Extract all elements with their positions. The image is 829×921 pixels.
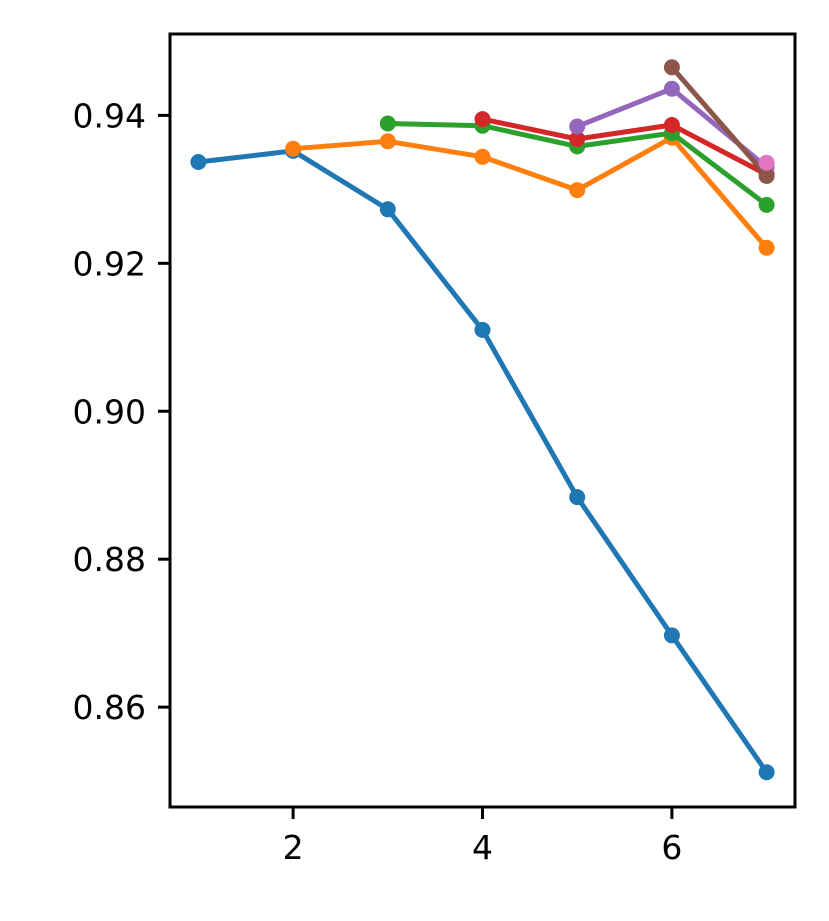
series-6 — [663, 59, 775, 184]
series-4-point — [474, 111, 491, 128]
series-6-point — [663, 59, 680, 76]
series-5-point — [663, 80, 680, 97]
axes: 2 4 6 0.86 0.88 0.90 0.92 0.94 — [73, 96, 683, 867]
series-2-point — [758, 239, 775, 256]
series-7-point — [758, 154, 775, 171]
series-1-point — [190, 154, 207, 170]
y-tick-label: 0.90 — [73, 392, 146, 431]
series-2-point — [285, 140, 302, 157]
series-1-point — [379, 201, 396, 218]
y-tick-label: 0.88 — [73, 540, 146, 579]
series-4-point — [663, 117, 680, 133]
x-tick-label: 2 — [283, 828, 304, 867]
plot-content — [190, 59, 775, 781]
series-1-point — [663, 627, 680, 644]
y-tick-label: 0.94 — [73, 96, 146, 135]
x-tick-label: 4 — [472, 828, 493, 867]
series-1-line — [195, 148, 771, 776]
series-5-point — [569, 118, 586, 135]
series-1-point — [758, 764, 775, 781]
series-4-point — [569, 131, 586, 147]
series-2-line — [290, 135, 771, 252]
series-7 — [758, 154, 775, 171]
series-6-point — [758, 168, 775, 184]
y-tick-label: 0.92 — [73, 244, 146, 283]
series-4-line — [479, 116, 770, 178]
series-3-point — [758, 196, 775, 213]
series-2-point — [569, 182, 586, 199]
series-1-point — [474, 321, 491, 338]
x-tick-label: 6 — [661, 828, 682, 867]
series-2-point — [474, 148, 491, 165]
y-tick-label: 0.86 — [73, 688, 146, 727]
series-2-point — [379, 133, 396, 150]
series-1 — [190, 142, 775, 781]
series-6-line — [668, 63, 771, 180]
series-1-point — [569, 489, 586, 506]
series-3-point — [379, 115, 396, 132]
